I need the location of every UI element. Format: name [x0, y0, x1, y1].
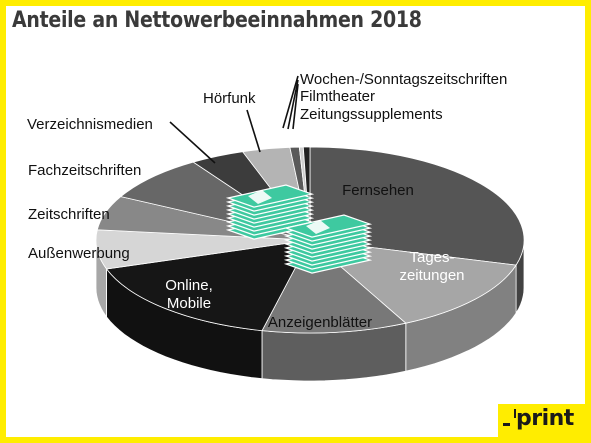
- leader-line: [169, 121, 216, 164]
- money-bill: [225, 184, 315, 208]
- slice-label-outside: Hörfunk: [203, 90, 256, 107]
- slice-label-inside: Online,: [165, 277, 213, 294]
- leader-lines: [169, 75, 299, 164]
- slice-labels: Fernsehen Tages-zeitungen Anzeigenblätter O…: [27, 71, 507, 331]
- leader-line: [292, 83, 299, 130]
- slice-label-outside: Wochen-/Sonntagszeitschriften: [300, 71, 507, 88]
- slice-label-outside: Fachzeitschriften: [28, 162, 141, 179]
- slice-label-inside: Fernsehen: [342, 182, 414, 199]
- slice-label-inside: zeitungen: [399, 267, 464, 284]
- money-stack-icon: [225, 184, 373, 274]
- leader-line: [287, 79, 299, 130]
- slice-label-outside: Außenwerbung: [28, 245, 130, 262]
- print-logo: print: [498, 404, 587, 440]
- money-emblem: [248, 190, 272, 204]
- chart-title: Anteile an Nettowerbeeinnahmen 2018: [12, 8, 422, 33]
- slice-label-inside: Tages-: [409, 249, 454, 266]
- slice-label-inside: Anzeigenblätter: [268, 314, 372, 331]
- slice-label-outside: Verzeichnismedien: [27, 116, 153, 133]
- leader-line: [246, 109, 261, 153]
- logo-bar: [514, 409, 516, 418]
- money-emblem: [306, 220, 330, 234]
- money-bill: [283, 214, 373, 238]
- slice-label-inside: Mobile: [167, 295, 211, 312]
- logo-text: print: [516, 406, 574, 431]
- slice-label-outside: Zeitungssupplements: [300, 106, 443, 123]
- slice-label-outside: Filmtheater: [300, 88, 375, 105]
- leader-line: [282, 75, 299, 129]
- slice-online-mobile: [105, 239, 311, 332]
- logo-dash: [503, 423, 510, 426]
- slice-label-outside: Zeitschriften: [28, 206, 110, 223]
